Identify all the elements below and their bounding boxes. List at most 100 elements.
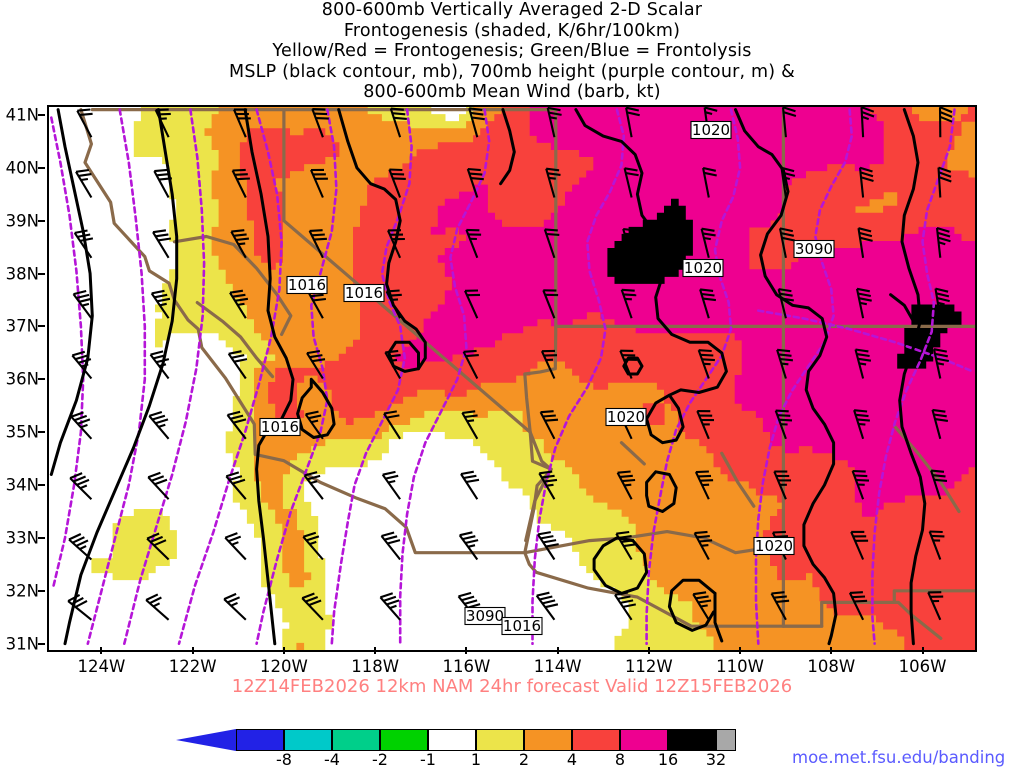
height-contour-line <box>51 118 83 586</box>
wind-barb <box>460 532 478 559</box>
colorbar-tick-label: 4 <box>567 750 577 769</box>
barb-full <box>537 593 550 596</box>
barb-full <box>930 532 943 533</box>
barb-full <box>850 592 863 593</box>
colorbar-tick-label: 16 <box>658 750 678 769</box>
barb-half <box>391 299 398 300</box>
lon-tick-mark <box>830 647 832 654</box>
barb-full <box>695 532 708 533</box>
barb-full <box>465 600 478 604</box>
barb-full <box>464 476 477 478</box>
barb-full <box>541 411 554 412</box>
barb-shaft <box>382 536 401 560</box>
wind-barb <box>148 473 168 499</box>
barb-full <box>236 239 249 240</box>
barb-half <box>468 545 475 547</box>
barb-full <box>77 110 90 111</box>
contour-label: 3090 <box>794 240 834 258</box>
barb-full <box>151 351 164 354</box>
barb-full <box>545 229 558 230</box>
contour-label-text: 1020 <box>607 408 645 426</box>
barb-half <box>80 486 87 489</box>
barb-half <box>310 481 317 483</box>
barb-full <box>464 351 477 352</box>
barb-shaft <box>146 600 169 620</box>
barb-full <box>703 299 716 301</box>
wind-barb <box>76 170 91 198</box>
barb-full <box>75 231 88 233</box>
barb-full <box>622 290 635 291</box>
lat-tick-label: 31N <box>6 634 39 653</box>
lon-tick-mark <box>374 647 376 654</box>
barb-full <box>700 289 713 291</box>
barb-full <box>231 230 244 231</box>
lon-tick-mark <box>192 647 194 654</box>
barb-half <box>549 178 556 179</box>
lat-tick-mark <box>38 114 45 116</box>
barb-full <box>152 416 165 420</box>
barb-full <box>316 118 329 119</box>
chart-title: 800-600mb Vertically Averaged 2-D Scalar… <box>0 0 1024 103</box>
barb-full <box>225 533 237 538</box>
barb-full <box>388 355 401 357</box>
barb-half <box>860 303 867 304</box>
colorbar-cell <box>428 729 476 751</box>
barb-full <box>931 471 944 472</box>
colorbar-under-arrow <box>176 729 236 751</box>
barb-full <box>622 480 635 481</box>
contour-label: 1020 <box>754 537 794 555</box>
barb-full <box>542 600 555 603</box>
barb-full <box>699 540 712 541</box>
barb-full <box>158 114 171 115</box>
barb-half <box>624 485 631 486</box>
barb-half <box>390 606 397 608</box>
barb-full <box>232 355 245 358</box>
lat-tick-mark <box>38 167 45 169</box>
barb-shaft <box>225 538 246 560</box>
barb-half <box>153 603 159 606</box>
title-line-5: 800-600mb Mean Wind (barb, kt) <box>0 82 1024 103</box>
barb-half <box>388 481 395 483</box>
barb-full <box>237 179 250 180</box>
colorbar-cell <box>284 729 332 751</box>
wind-barb <box>383 472 400 499</box>
lat-tick-mark <box>38 643 45 645</box>
barb-full <box>471 178 484 179</box>
wind-barb <box>461 472 479 500</box>
barb-half <box>467 420 474 421</box>
contour-label: 1020 <box>606 408 646 426</box>
lat-tick-label: 33N <box>6 528 39 547</box>
contour-label: 1016 <box>502 617 542 635</box>
barb-full <box>80 238 93 241</box>
colorbar-tick-label: 1 <box>471 750 481 769</box>
barb-full <box>545 604 558 607</box>
barb-half <box>238 304 245 305</box>
barb-full <box>314 114 327 115</box>
contour-label: 1016 <box>344 284 384 302</box>
barb-full <box>386 476 399 479</box>
source-watermark: moe.met.fsu.edu/banding <box>792 748 1005 767</box>
barb-full <box>155 480 167 484</box>
barb-full <box>856 480 869 481</box>
barb-half <box>81 179 88 180</box>
contour-label: 3090 <box>465 607 505 625</box>
contour-label-text: 1020 <box>755 537 793 555</box>
barb-full <box>462 597 475 601</box>
barb-full <box>541 536 554 538</box>
lon-tick-mark <box>465 647 467 654</box>
colorbar <box>176 729 796 751</box>
colorbar-cell <box>380 729 428 751</box>
wind-barb <box>146 594 169 619</box>
forecast-caption: 12Z14FEB2026 12km NAM 24hr forecast Vali… <box>0 676 1024 697</box>
contour-label-text: 1016 <box>288 276 326 294</box>
lon-tick-label: 112W <box>625 657 673 676</box>
contour-label: 1020 <box>691 121 731 139</box>
barb-full <box>313 299 326 300</box>
contour-label-text: 1016 <box>345 284 383 302</box>
barb-full <box>700 480 713 481</box>
barb-full <box>233 170 246 171</box>
barb-full <box>538 532 551 534</box>
